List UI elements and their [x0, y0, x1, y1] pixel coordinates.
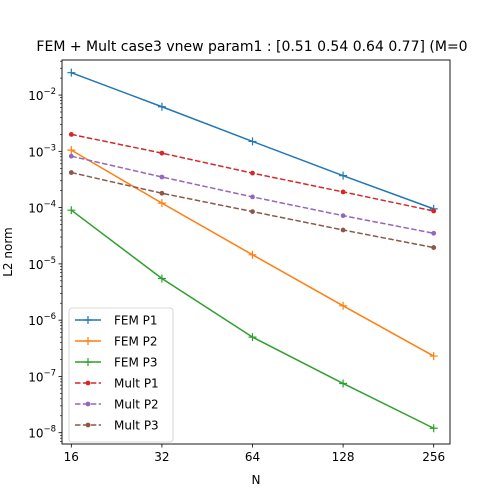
y-tick-label: 10−3 — [28, 143, 56, 159]
y-tick-label: 10−4 — [28, 200, 56, 216]
x-tick-label: 256 — [422, 450, 445, 464]
x-tick-label: 64 — [245, 450, 260, 464]
data-point — [250, 170, 255, 176]
x-tick-label: 32 — [154, 450, 169, 464]
legend-marker-mult-p3 — [85, 422, 91, 428]
x-axis: 16 32 64 128 256 — [64, 444, 445, 464]
data-point — [340, 213, 346, 219]
x-axis-label: N — [252, 473, 261, 487]
y-tick-label: 10−6 — [28, 312, 56, 328]
data-point — [67, 146, 76, 155]
legend-label-fem-p2: FEM P2 — [114, 335, 158, 349]
data-point — [68, 153, 74, 159]
data-point — [431, 208, 437, 214]
data-point — [339, 379, 348, 388]
data-point — [67, 206, 76, 215]
data-point — [339, 301, 348, 310]
chart-title: FEM + Mult case3 vnew param1 : [0.51 0.5… — [36, 39, 467, 55]
series-fem-p2 — [67, 146, 438, 361]
data-point — [250, 194, 255, 200]
legend-label-mult-p2: Mult P2 — [114, 398, 159, 412]
data-point — [340, 227, 346, 233]
legend-marker-fem-p1 — [84, 316, 92, 324]
series-fem-p3 — [67, 206, 438, 433]
data-point — [431, 230, 437, 236]
legend-label-mult-p1: Mult P1 — [114, 377, 159, 391]
data-point — [339, 171, 348, 180]
data-point — [248, 333, 257, 342]
x-tick-label: 128 — [332, 450, 355, 464]
data-point — [159, 150, 165, 156]
legend-label-fem-p1: FEM P1 — [114, 314, 158, 328]
data-point — [159, 190, 165, 196]
series-mult-p2 — [68, 153, 437, 236]
data-point — [159, 174, 165, 180]
data-point — [250, 209, 255, 214]
data-point — [431, 245, 437, 250]
data-point — [157, 199, 166, 208]
series-mult-p3 — [68, 170, 437, 250]
data-point — [67, 68, 76, 77]
legend-label-mult-p3: Mult P3 — [114, 419, 159, 433]
data-point — [429, 424, 438, 433]
series-fem-p1 — [67, 68, 438, 213]
data-point — [340, 189, 346, 195]
legend: FEM P1 FEM P2 FEM P3 Mult P1 Mult P2 Mult P3 — [68, 307, 174, 443]
y-tick-label: 10−5 — [28, 256, 56, 272]
data-point — [248, 250, 257, 259]
data-point — [248, 137, 257, 146]
data-point — [68, 132, 74, 137]
y-axis-label: L2 norm — [1, 227, 15, 277]
series-mult-p1 — [68, 132, 437, 214]
y-tick-label: 10−7 — [28, 368, 56, 384]
data-point — [429, 352, 438, 361]
x-tick-label: 16 — [64, 450, 79, 464]
data-point — [157, 274, 166, 283]
data-point — [68, 170, 74, 175]
legend-marker-fem-p3 — [84, 358, 92, 366]
y-axis: 10−8 10−7 10−6 10−5 10−4 10−3 10−2 — [28, 60, 62, 442]
legend-label-fem-p3: FEM P3 — [114, 356, 158, 370]
y-tick-label: 10−2 — [28, 87, 56, 103]
series-layer — [67, 68, 438, 433]
legend-marker-mult-p2 — [85, 401, 91, 407]
y-tick-label: 10−8 — [28, 425, 56, 441]
data-point — [157, 102, 166, 111]
legend-marker-fem-p2 — [84, 337, 92, 345]
legend-marker-mult-p1 — [85, 380, 91, 386]
